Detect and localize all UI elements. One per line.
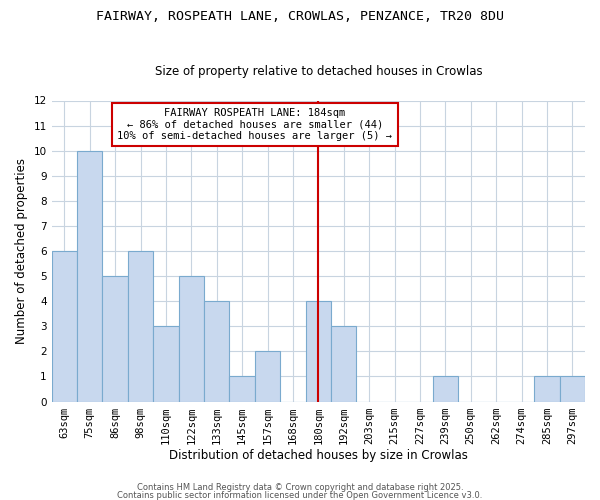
Bar xyxy=(77,150,103,402)
Bar xyxy=(153,326,179,402)
Text: Contains HM Land Registry data © Crown copyright and database right 2025.: Contains HM Land Registry data © Crown c… xyxy=(137,484,463,492)
Bar xyxy=(331,326,356,402)
Bar xyxy=(433,376,458,402)
Bar xyxy=(534,376,560,402)
Bar xyxy=(204,301,229,402)
Text: FAIRWAY ROSPEATH LANE: 184sqm
← 86% of detached houses are smaller (44)
10% of s: FAIRWAY ROSPEATH LANE: 184sqm ← 86% of d… xyxy=(118,108,392,141)
Bar xyxy=(128,251,153,402)
Bar xyxy=(305,301,331,402)
Bar xyxy=(179,276,204,402)
Title: Size of property relative to detached houses in Crowlas: Size of property relative to detached ho… xyxy=(155,66,482,78)
Bar xyxy=(560,376,585,402)
X-axis label: Distribution of detached houses by size in Crowlas: Distribution of detached houses by size … xyxy=(169,450,468,462)
Bar xyxy=(52,251,77,402)
Bar xyxy=(255,352,280,402)
Bar xyxy=(103,276,128,402)
Text: Contains public sector information licensed under the Open Government Licence v3: Contains public sector information licen… xyxy=(118,490,482,500)
Y-axis label: Number of detached properties: Number of detached properties xyxy=(15,158,28,344)
Text: FAIRWAY, ROSPEATH LANE, CROWLAS, PENZANCE, TR20 8DU: FAIRWAY, ROSPEATH LANE, CROWLAS, PENZANC… xyxy=(96,10,504,23)
Bar xyxy=(229,376,255,402)
